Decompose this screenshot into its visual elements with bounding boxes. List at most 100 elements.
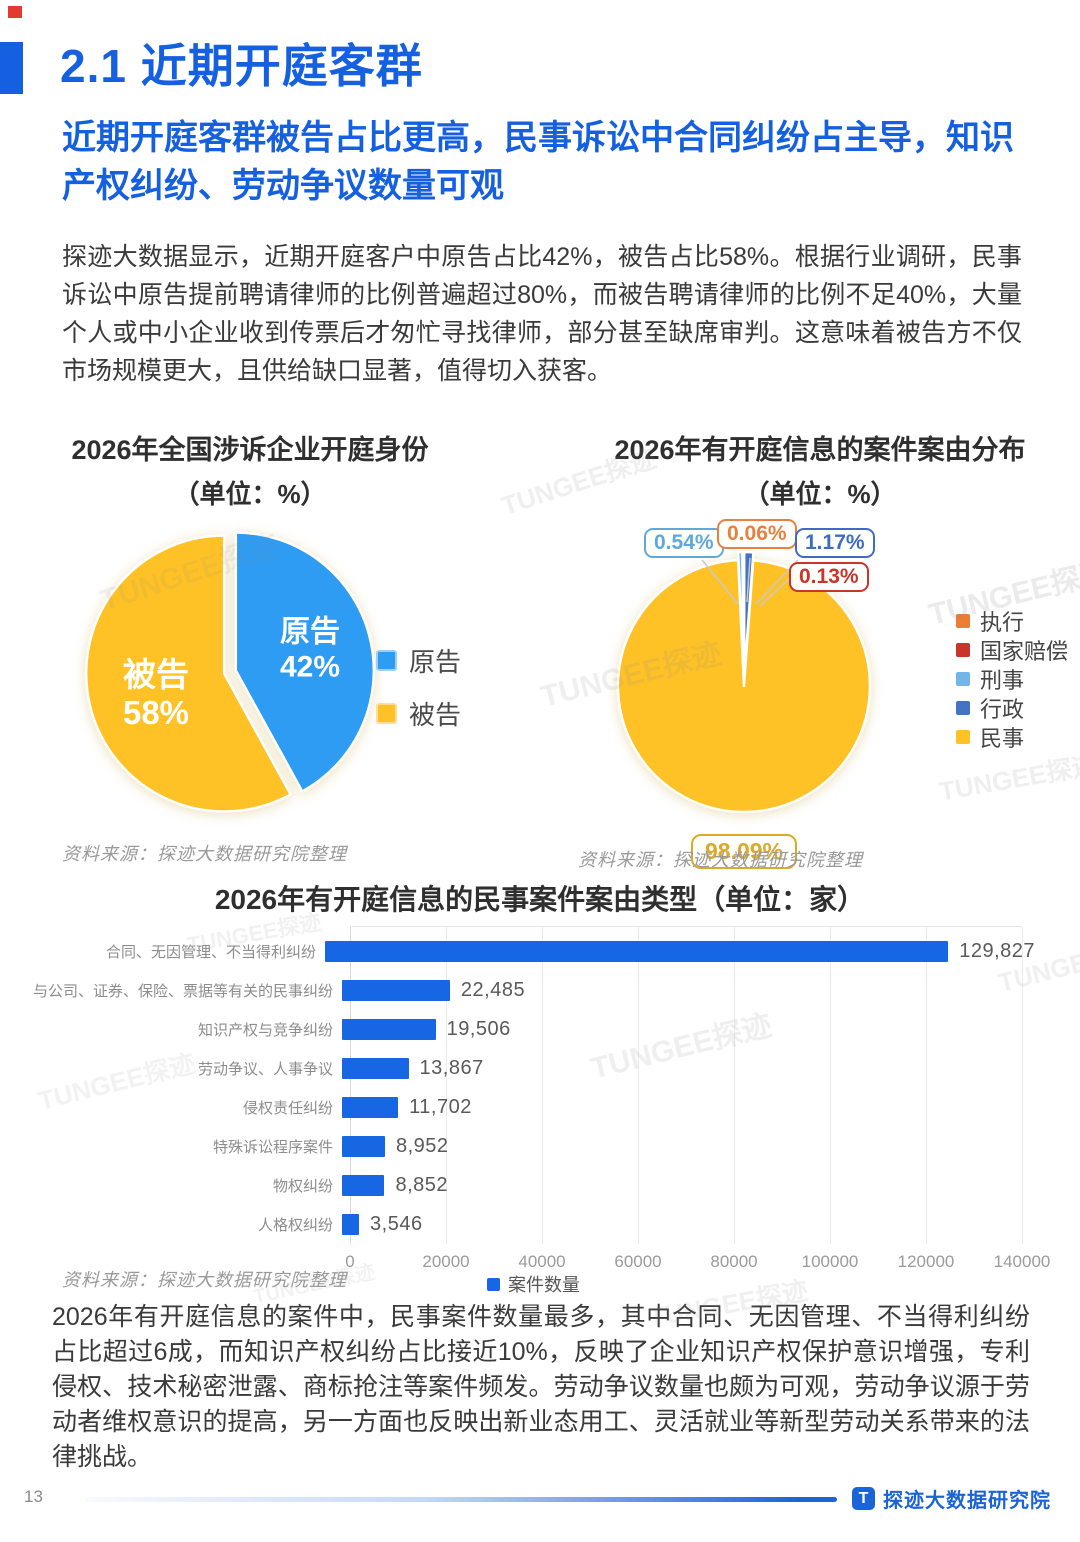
bar-row: 人格权纠纷 3,546: [55, 1205, 1035, 1244]
corner-red-mark: [8, 6, 22, 18]
bar-fill: [342, 1214, 360, 1235]
page-title: 2.1 近期开庭客群: [60, 40, 423, 92]
legend-swatch-行政: [956, 700, 970, 715]
bar-value-label: 19,506: [446, 1018, 511, 1040]
bar-category-label: 与公司、证券、保险、票据等有关的民事纠纷: [32, 983, 333, 1000]
legend-item-民事: 民事: [956, 722, 1068, 751]
legend-item-刑事: 刑事: [956, 664, 1068, 693]
bar-fill: [342, 1136, 385, 1157]
bar-category-label: 合同、无因管理、不当得利纠纷: [106, 944, 317, 961]
analysis-paragraph: 2026年有开庭信息的案件中，民事案件数量最多，其中合同、无因管理、不当得利纠纷…: [52, 1303, 1030, 1471]
bar-row: 与公司、证券、保险、票据等有关的民事纠纷 22,485: [32, 971, 1035, 1010]
x-tick-label: 60000: [614, 1252, 662, 1271]
pie-slice-label-defendant: 被告 58%: [122, 656, 190, 731]
pie-slice-原告: [234, 531, 376, 793]
bar-row: 侵权责任纠纷 11,702: [55, 1088, 1035, 1127]
pie1-legend: 原告 被告: [376, 642, 461, 748]
bar-fill: [342, 980, 450, 1001]
pie-chart-litigant-role: [84, 531, 376, 813]
bar-value-label: 8,952: [395, 1135, 449, 1157]
x-tick-label: 0: [345, 1252, 355, 1271]
callout-enforcement-pct: 0.06%: [717, 519, 797, 549]
bar-value-label: 129,827: [959, 940, 1035, 962]
bar-track: 22,485: [342, 971, 1035, 1010]
bar-category-label: 知识产权与竞争纠纷: [197, 1022, 333, 1039]
gridline-120000: [926, 927, 927, 1244]
x-tick-label: 140000: [993, 1252, 1051, 1271]
legend-item-defendant: 被告: [376, 695, 461, 732]
gridline-40000: [542, 927, 543, 1244]
callout-civil-pct: 98.09%: [690, 834, 798, 869]
legend-label-行政: 行政: [980, 696, 1025, 722]
pie-slice-label-plaintiff: 原告 42%: [279, 615, 341, 684]
bar-row: 特殊诉讼程序案件 8,952: [55, 1127, 1035, 1166]
pie-slice-被告: [84, 534, 292, 813]
legend-swatch-民事: [956, 729, 970, 744]
bar-value-label: 3,546: [370, 1213, 423, 1235]
callout-criminal-pct: 0.54%: [644, 528, 724, 558]
bar-row: 知识产权与竞争纠纷 19,506: [55, 1010, 1035, 1049]
pie2-title: 2026年有开庭信息的案件案由分布: [614, 435, 1026, 465]
x-tick-label: 80000: [710, 1252, 758, 1271]
pie2-unit: （单位：%）: [743, 479, 897, 509]
section-marker-square: [0, 42, 23, 94]
bar-track: 11,702: [342, 1088, 1035, 1127]
bar-fill: [342, 1058, 409, 1079]
pie-chart-case-types: [616, 550, 872, 814]
tungee-watermark: TUNGEE探迹: [936, 749, 1080, 807]
bar-category-label: 特殊诉讼程序案件: [212, 1139, 333, 1156]
bar-value-label: 8,852: [395, 1174, 449, 1196]
page-subtitle: 近期开庭客群被告占比更高，民事诉讼中合同纠纷占主导，知识产权纠纷、劳动争议数量可…: [62, 119, 1014, 205]
bar-track: 13,867: [342, 1049, 1035, 1088]
bar-track: 8,852: [342, 1166, 1035, 1205]
bar-category-label: 侵权责任纠纷: [242, 1100, 333, 1117]
page-number: 13: [24, 1487, 43, 1506]
bar-category-label: 人格权纠纷: [257, 1217, 333, 1234]
legend-label-defendant: 被告: [409, 700, 462, 730]
footer-brand: T 探迹大数据研究院: [852, 1484, 1051, 1513]
legend-label-国家赔偿: 国家赔偿: [980, 638, 1069, 664]
legend-item-执行: 执行: [956, 606, 1068, 635]
bar-fill: [325, 941, 949, 962]
pie1-title: 2026年全国涉诉企业开庭身份: [71, 435, 429, 465]
legend-item-国家赔偿: 国家赔偿: [956, 635, 1068, 664]
legend-item-行政: 行政: [956, 693, 1068, 722]
bar-track: 19,506: [342, 1010, 1035, 1049]
legend-swatch-plaintiff: [376, 650, 397, 671]
pie1-unit: （单位：%）: [173, 479, 327, 509]
intro-paragraph: 探迹大数据显示，近期开庭客户中原告占比42%，被告占比58%。根据行业调研，民事…: [62, 243, 1022, 385]
bar-legend-swatch: [487, 1277, 500, 1291]
callout-state-compensation-pct: 0.13%: [789, 562, 869, 592]
gridline-0: [350, 927, 351, 1244]
bar-track: 8,952: [342, 1127, 1035, 1166]
bar-chart: 合同、无因管理、不当得利纠纷 129,827 与公司、证券、保险、票据等有关的民事纠…: [32, 922, 1050, 1274]
bar-chart-title: 2026年有开庭信息的民事案件案由类型（单位：家）: [214, 884, 866, 915]
legend-label-民事: 民事: [980, 725, 1025, 751]
pie-slice-民事: [616, 558, 872, 814]
gridline-100000: [830, 927, 831, 1244]
bar-category-label: 劳动争议、人事争议: [197, 1061, 333, 1078]
x-tick-label: 20000: [422, 1252, 470, 1271]
legend-label-执行: 执行: [980, 609, 1025, 635]
bar-row: 物权纠纷 8,852: [55, 1166, 1035, 1205]
bar-row: 合同、无因管理、不当得利纠纷 129,827: [55, 932, 1035, 971]
bar-value-label: 13,867: [419, 1057, 484, 1079]
pie2-legend: 执行国家赔偿 刑事行政民事: [956, 606, 1068, 751]
legend-label-plaintiff: 原告: [409, 647, 462, 677]
bar-fill: [342, 1097, 399, 1118]
x-tick-label: 40000: [518, 1252, 566, 1271]
source-note-pie1: 资料来源：探迹大数据研究院整理: [62, 844, 347, 864]
legend-swatch-执行: [956, 613, 970, 628]
legend-swatch-defendant: [376, 703, 397, 724]
legend-swatch-国家赔偿: [956, 642, 970, 657]
bar-row: 劳动争议、人事争议 13,867: [55, 1049, 1035, 1088]
source-note-bar: 资料来源：探迹大数据研究院整理: [62, 1270, 347, 1290]
bar-value-label: 22,485: [460, 979, 526, 1001]
bar-value-label: 11,702: [409, 1096, 472, 1118]
bar-plot-area: [350, 926, 1023, 1244]
bar-legend: 案件数量: [487, 1271, 580, 1297]
bar-track: 129,827: [325, 932, 1035, 971]
x-tick-label: 100000: [801, 1252, 859, 1271]
legend-swatch-刑事: [956, 671, 970, 686]
